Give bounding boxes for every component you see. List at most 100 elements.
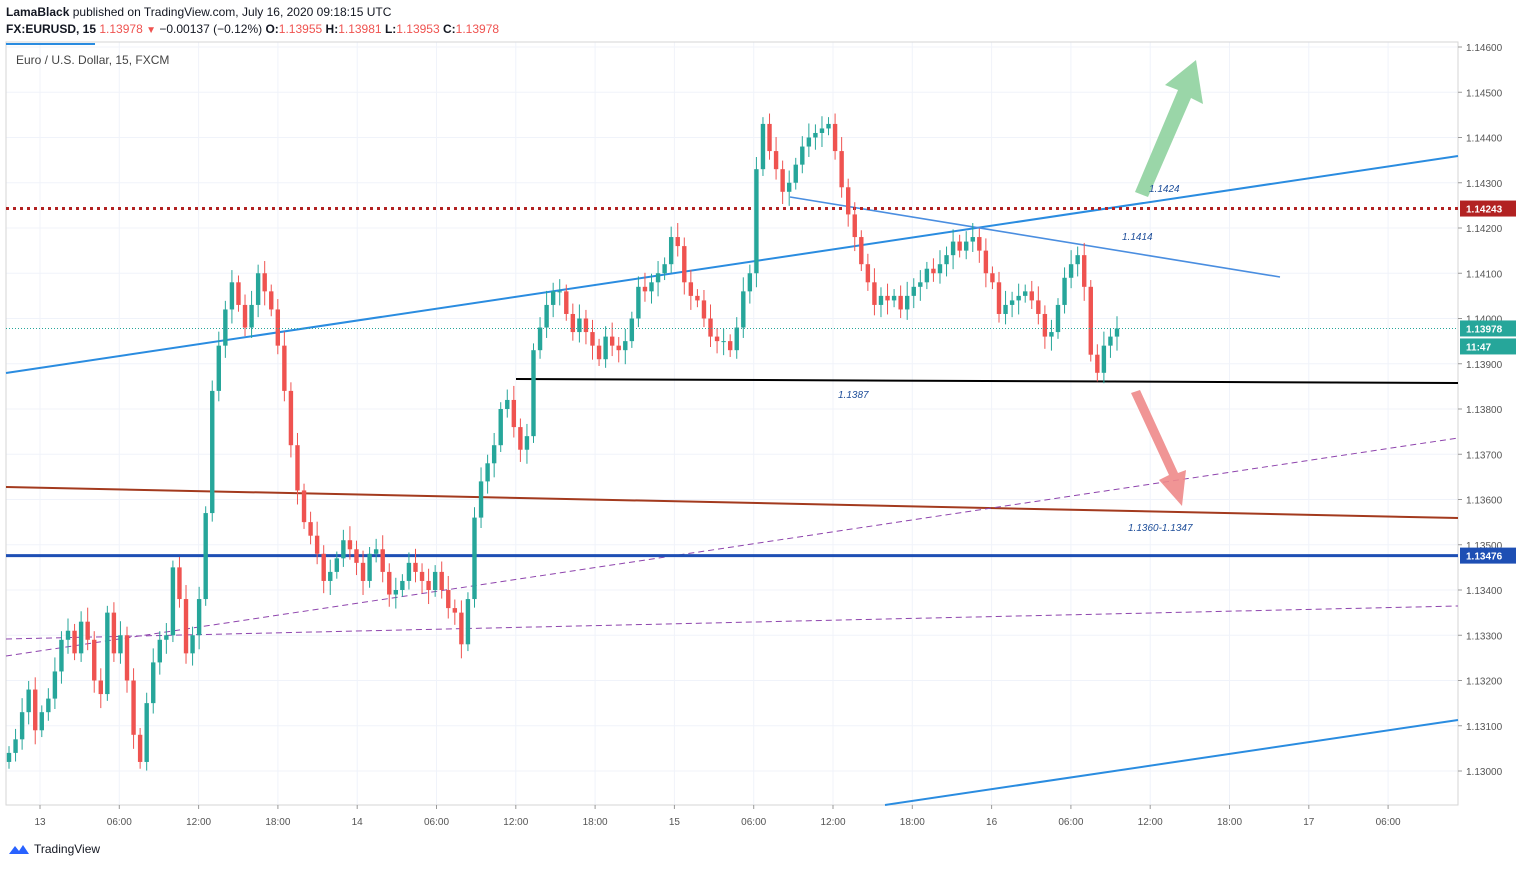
candle bbox=[1055, 298, 1061, 339]
descending-trendline[interactable] bbox=[789, 196, 1281, 278]
candle bbox=[39, 705, 44, 738]
candle-body bbox=[124, 635, 130, 681]
channel-line[interactable] bbox=[5, 486, 1459, 519]
candle bbox=[118, 621, 123, 664]
candle-body bbox=[944, 255, 949, 265]
candle bbox=[688, 270, 694, 310]
y-tick-label: 1.13100 bbox=[1466, 722, 1503, 733]
candle bbox=[905, 281, 910, 320]
candle bbox=[518, 418, 523, 462]
candle bbox=[275, 299, 281, 355]
candle-body bbox=[301, 490, 307, 523]
candle-body bbox=[964, 241, 969, 251]
candle-body bbox=[387, 571, 392, 595]
x-tick-label: 18:00 bbox=[900, 817, 925, 828]
candle-body bbox=[682, 246, 687, 283]
drawings-layer: 1.1424 1.1414 1.1387 1.1360-1.1347 bbox=[5, 60, 1459, 806]
candle bbox=[170, 560, 176, 643]
high-value: 1.13981 bbox=[338, 22, 382, 36]
candle bbox=[603, 326, 608, 368]
candle bbox=[636, 276, 641, 328]
candle-body bbox=[734, 327, 739, 351]
candle-body bbox=[400, 580, 405, 590]
y-tick-label: 1.14400 bbox=[1466, 134, 1503, 145]
candle-body bbox=[190, 635, 195, 654]
price-chart[interactable]: Euro / U.S. Dollar, 15, FXCM 1.146001.14… bbox=[0, 0, 1520, 835]
candle bbox=[242, 294, 248, 337]
candle bbox=[649, 273, 654, 304]
candle bbox=[793, 157, 798, 190]
candle bbox=[609, 322, 615, 357]
candle-body bbox=[1108, 336, 1113, 346]
candle bbox=[105, 605, 110, 701]
candle-body bbox=[13, 739, 18, 753]
candle bbox=[741, 277, 746, 338]
x-tick-label: 18:00 bbox=[265, 817, 290, 828]
x-tick-label: 15 bbox=[669, 817, 681, 828]
candle-body bbox=[754, 169, 759, 274]
symbol-label[interactable]: FX:EURUSD, 15 bbox=[6, 22, 97, 36]
candle-body bbox=[721, 341, 726, 343]
y-tick-label: 1.13000 bbox=[1466, 767, 1503, 778]
dashed-trendline-upper[interactable] bbox=[5, 437, 1459, 657]
candle bbox=[6, 746, 12, 769]
candle bbox=[164, 623, 169, 654]
candle-body bbox=[662, 264, 667, 274]
candle-body bbox=[747, 273, 753, 292]
candle bbox=[413, 548, 418, 583]
candle-body bbox=[59, 639, 64, 672]
tradingview-logo-icon[interactable] bbox=[8, 842, 30, 856]
horizontal-levels[interactable] bbox=[6, 207, 1458, 558]
candle-body bbox=[282, 345, 287, 391]
candle-body bbox=[668, 237, 674, 265]
candle-body bbox=[380, 549, 385, 572]
candle bbox=[524, 423, 530, 464]
price-badges: 1.14243 1.13476 1.13978 11:47 bbox=[6, 200, 1516, 564]
lower-channel-line[interactable] bbox=[884, 719, 1459, 806]
y-tick-label: 1.13600 bbox=[1466, 496, 1503, 507]
candle bbox=[334, 551, 340, 579]
candle-body bbox=[550, 291, 556, 305]
candle bbox=[137, 728, 143, 769]
candle bbox=[308, 511, 313, 545]
candle bbox=[216, 331, 221, 402]
candle bbox=[537, 317, 543, 359]
candle-body bbox=[105, 612, 110, 695]
candle bbox=[911, 278, 916, 309]
candle-body bbox=[577, 318, 582, 333]
ascending-trendline[interactable] bbox=[5, 155, 1459, 374]
candle bbox=[872, 268, 877, 316]
price-axis[interactable]: 1.14600 1.14500 1.14400 1.14300 1.14200 1.141… bbox=[1458, 43, 1503, 778]
arrow-up-icon bbox=[1135, 60, 1203, 197]
candle bbox=[564, 284, 569, 321]
time-axis[interactable]: 13 06:00 12:00 18:00 14 06:00 12:00 18:00 15 06:0… bbox=[34, 805, 1401, 828]
dashed-trendline-lower[interactable] bbox=[5, 605, 1459, 640]
candle bbox=[321, 545, 326, 594]
candle-body bbox=[19, 712, 25, 740]
candle-body bbox=[1075, 255, 1080, 265]
x-tick-label: 12:00 bbox=[1138, 817, 1163, 828]
candle-body bbox=[898, 295, 903, 310]
candle bbox=[432, 565, 438, 597]
support-line[interactable] bbox=[515, 378, 1459, 384]
candle-body bbox=[269, 291, 274, 310]
candle bbox=[583, 309, 589, 345]
candle bbox=[990, 266, 995, 290]
ohlc-line: FX:EURUSD, 15 1.13978 ▼ −0.00137 (−0.12%… bbox=[6, 21, 499, 39]
candle-body bbox=[1088, 286, 1093, 355]
candle-body bbox=[314, 535, 320, 554]
high-label: H: bbox=[325, 22, 339, 36]
candle-body bbox=[537, 327, 543, 351]
footer-brand[interactable]: TradingView bbox=[34, 842, 101, 856]
candle bbox=[544, 290, 549, 338]
x-tick-label: 12:00 bbox=[186, 817, 211, 828]
x-tick-label: 06:00 bbox=[1376, 817, 1401, 828]
candle-body bbox=[242, 304, 248, 328]
candle-body bbox=[236, 282, 241, 305]
candle bbox=[203, 506, 208, 606]
author-name[interactable]: LamaBlack bbox=[6, 5, 70, 19]
candle-body bbox=[144, 703, 149, 762]
candle bbox=[485, 454, 490, 494]
candle-body bbox=[498, 409, 503, 446]
candle bbox=[13, 728, 18, 762]
